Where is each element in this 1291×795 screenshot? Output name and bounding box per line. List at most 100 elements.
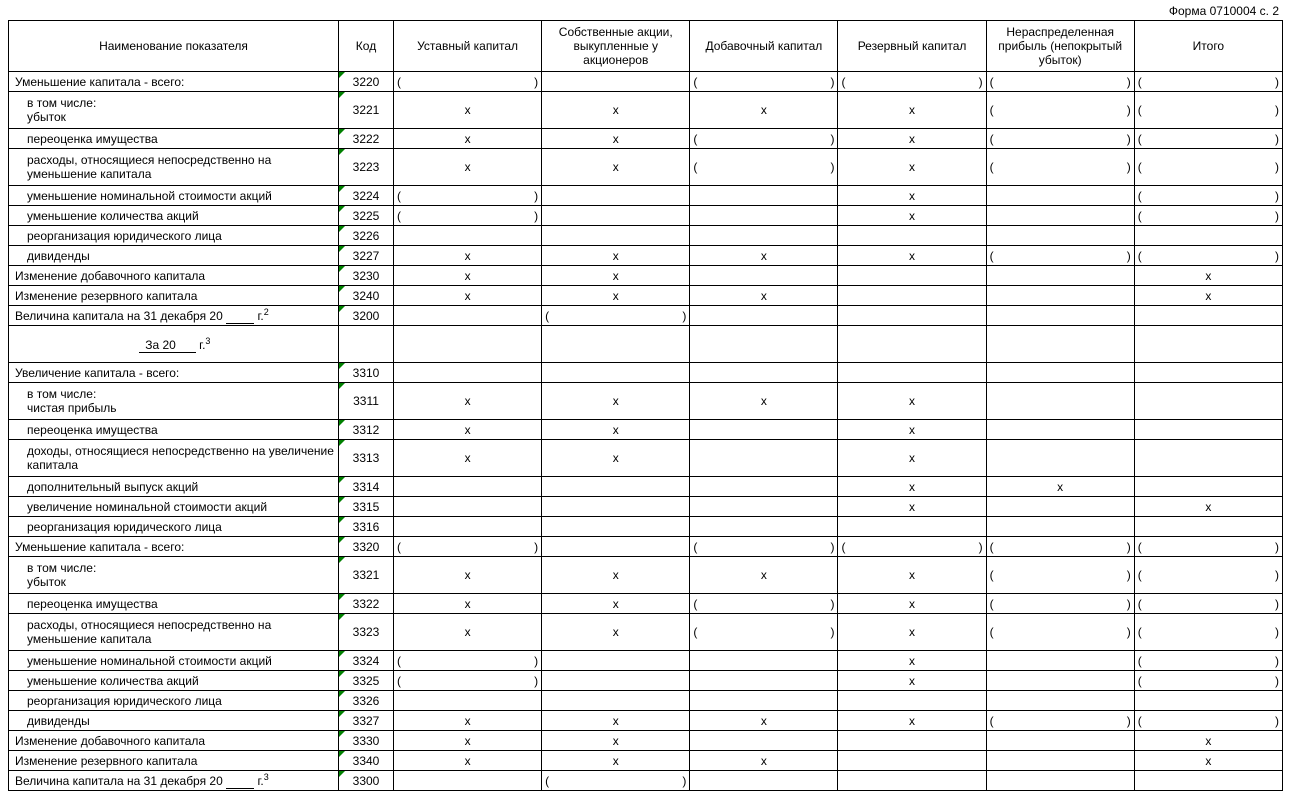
code-cell: 3220 <box>339 72 394 92</box>
code-cell: 3230 <box>339 266 394 286</box>
code-cell: 3340 <box>339 751 394 771</box>
code-cell: 3310 <box>339 363 394 383</box>
table-row: За 20 г.3 <box>9 326 1283 363</box>
hdr-c5: Нераспределенная прибыль (непокрытый убы… <box>986 21 1134 72</box>
row-name: уменьшение количества акций <box>9 671 339 691</box>
row-name: переоценка имущества <box>9 420 339 440</box>
row-name: Изменение добавочного капитала <box>9 731 339 751</box>
table-row: уменьшение номинальной стоимости акций33… <box>9 651 1283 671</box>
hdr-c4: Резервный капитал <box>838 21 986 72</box>
table-row: уменьшение количества акций3225()х() <box>9 206 1283 226</box>
capital-changes-table: Наименование показателя Код Уставный кап… <box>8 20 1283 791</box>
row-name: реорганизация юридического лица <box>9 691 339 711</box>
table-row: Уменьшение капитала - всего:3320()()()()… <box>9 537 1283 557</box>
code-cell: 3223 <box>339 149 394 186</box>
row-name: дивиденды <box>9 246 339 266</box>
code-cell: 3221 <box>339 92 394 129</box>
code-cell: 3314 <box>339 477 394 497</box>
code-cell: 3225 <box>339 206 394 226</box>
table-row: переоценка имущества3322хх()х()() <box>9 594 1283 614</box>
code-cell: 3227 <box>339 246 394 266</box>
code-cell: 3315 <box>339 497 394 517</box>
row-name: в том числе:убыток <box>9 92 339 129</box>
table-row: реорганизация юридического лица3316 <box>9 517 1283 537</box>
table-row: дивиденды3327хххх()() <box>9 711 1283 731</box>
code-cell: 3240 <box>339 286 394 306</box>
code-cell: 3224 <box>339 186 394 206</box>
row-name: расходы, относящиеся непосредственно на … <box>9 614 339 651</box>
code-cell: 3330 <box>339 731 394 751</box>
code-cell: 3327 <box>339 711 394 731</box>
code-cell: 3313 <box>339 440 394 477</box>
table-row: Увеличение капитала - всего:3310 <box>9 363 1283 383</box>
row-name: переоценка имущества <box>9 594 339 614</box>
table-row: уменьшение количества акций3325()х() <box>9 671 1283 691</box>
code-cell <box>339 326 394 363</box>
code-cell: 3311 <box>339 383 394 420</box>
table-row: Величина капитала на 31 декабря 20 г.333… <box>9 771 1283 791</box>
table-row: Изменение резервного капитала3240хххх <box>9 286 1283 306</box>
row-name: уменьшение номинальной стоимости акций <box>9 651 339 671</box>
row-name: увеличение номинальной стоимости акций <box>9 497 339 517</box>
table-row: в том числе:убыток3221хххх()() <box>9 92 1283 129</box>
table-row: доходы, относящиеся непосредственно на у… <box>9 440 1283 477</box>
code-cell: 3316 <box>339 517 394 537</box>
code-cell: 3222 <box>339 129 394 149</box>
table-row: Изменение добавочного капитала3330ххх <box>9 731 1283 751</box>
code-cell: 3226 <box>339 226 394 246</box>
row-name: дополнительный выпуск акций <box>9 477 339 497</box>
hdr-c3: Добавочный капитал <box>690 21 838 72</box>
code-cell: 3325 <box>339 671 394 691</box>
row-name: уменьшение количества акций <box>9 206 339 226</box>
table-row: увеличение номинальной стоимости акций33… <box>9 497 1283 517</box>
hdr-c1: Уставный капитал <box>394 21 542 72</box>
code-cell: 3312 <box>339 420 394 440</box>
row-name: Изменение резервного капитала <box>9 286 339 306</box>
row-name: Изменение добавочного капитала <box>9 266 339 286</box>
row-name: Уменьшение капитала - всего: <box>9 72 339 92</box>
table-row: переоценка имущества3222хх()х()() <box>9 129 1283 149</box>
hdr-name: Наименование показателя <box>9 21 339 72</box>
table-row: Изменение резервного капитала3340хххх <box>9 751 1283 771</box>
table-row: Изменение добавочного капитала3230ххх <box>9 266 1283 286</box>
table-row: уменьшение номинальной стоимости акций32… <box>9 186 1283 206</box>
row-name: уменьшение номинальной стоимости акций <box>9 186 339 206</box>
code-cell: 3321 <box>339 557 394 594</box>
code-cell: 3326 <box>339 691 394 711</box>
code-cell: 3200 <box>339 306 394 326</box>
code-cell: 3300 <box>339 771 394 791</box>
row-name: переоценка имущества <box>9 129 339 149</box>
hdr-code: Код <box>339 21 394 72</box>
hdr-c6: Итого <box>1134 21 1282 72</box>
row-name: Величина капитала на 31 декабря 20 г.2 <box>9 306 339 326</box>
row-name: реорганизация юридического лица <box>9 226 339 246</box>
table-row: реорганизация юридического лица3326 <box>9 691 1283 711</box>
row-name: Изменение резервного капитала <box>9 751 339 771</box>
table-row: расходы, относящиеся непосредственно на … <box>9 614 1283 651</box>
row-name: в том числе:чистая прибыль <box>9 383 339 420</box>
table-row: переоценка имущества3312ххх <box>9 420 1283 440</box>
table-row: дополнительный выпуск акций3314хх <box>9 477 1283 497</box>
table-row: реорганизация юридического лица3226 <box>9 226 1283 246</box>
code-cell: 3322 <box>339 594 394 614</box>
code-cell: 3320 <box>339 537 394 557</box>
row-name: Увеличение капитала - всего: <box>9 363 339 383</box>
row-name: Уменьшение капитала - всего: <box>9 537 339 557</box>
table-row: в том числе:убыток3321хххх()() <box>9 557 1283 594</box>
row-name: дивиденды <box>9 711 339 731</box>
row-name: доходы, относящиеся непосредственно на у… <box>9 440 339 477</box>
row-name: Величина капитала на 31 декабря 20 г.3 <box>9 771 339 791</box>
hdr-c2: Собственные акции, выкупленные у акционе… <box>542 21 690 72</box>
table-row: Величина капитала на 31 декабря 20 г.232… <box>9 306 1283 326</box>
row-name: реорганизация юридического лица <box>9 517 339 537</box>
table-row: в том числе:чистая прибыль3311хххх <box>9 383 1283 420</box>
header-row: Наименование показателя Код Уставный кап… <box>9 21 1283 72</box>
form-page-label: Форма 0710004 с. 2 <box>8 4 1279 18</box>
row-name: в том числе:убыток <box>9 557 339 594</box>
code-cell: 3324 <box>339 651 394 671</box>
table-row: расходы, относящиеся непосредственно на … <box>9 149 1283 186</box>
section-year-header: За 20 г.3 <box>9 326 339 363</box>
row-name: расходы, относящиеся непосредственно на … <box>9 149 339 186</box>
table-row: дивиденды3227хххх()() <box>9 246 1283 266</box>
table-row: Уменьшение капитала - всего:3220()()()()… <box>9 72 1283 92</box>
